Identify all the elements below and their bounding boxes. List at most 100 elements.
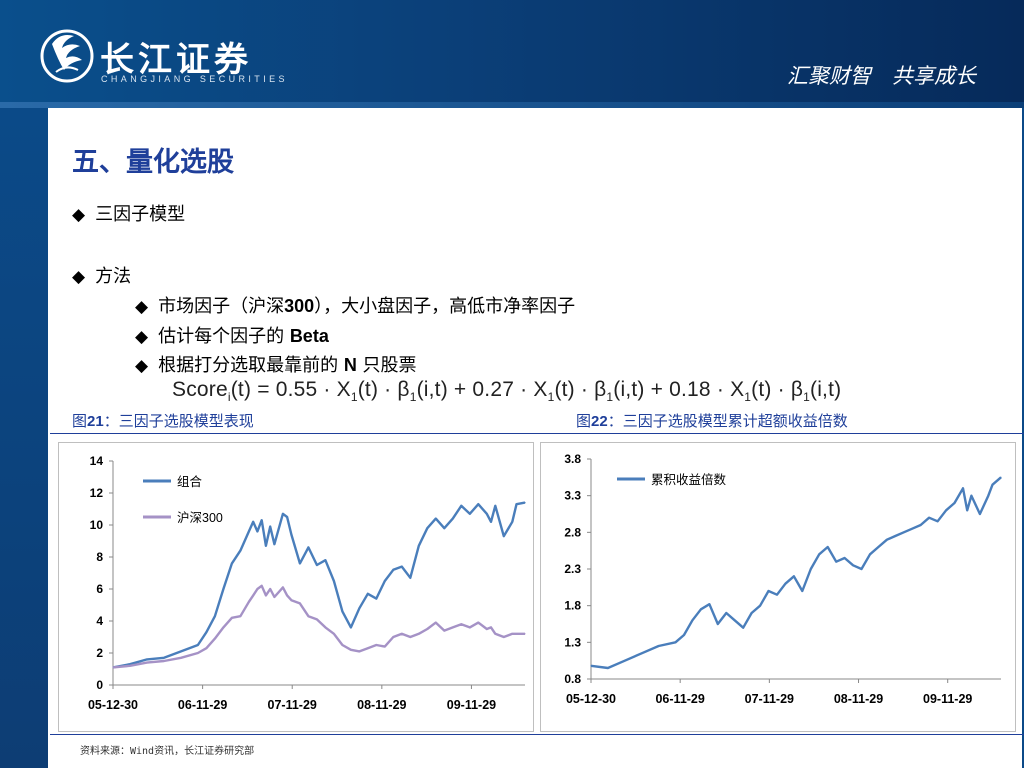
series-2-point (286, 594, 288, 596)
series-1-point (282, 513, 284, 515)
diamond-bullet-icon: ◆ (72, 205, 86, 225)
series-1-point (401, 566, 403, 568)
series-1-point (205, 631, 207, 633)
bullet-method: ◆ 方法 (72, 262, 131, 288)
series-2-point (341, 644, 343, 646)
series-2-point (146, 662, 148, 664)
series-1-point (945, 509, 947, 511)
series-1-point (877, 546, 879, 548)
series-2-point (252, 594, 254, 596)
formula-t1-mid: (t) · β (357, 378, 410, 401)
series-1-point (269, 526, 271, 528)
formula-lhs: Score (172, 378, 228, 401)
series-1-point (146, 658, 148, 660)
legend-label: 沪深300 (177, 511, 223, 525)
y-tick-label: 12 (90, 486, 104, 500)
series-2-point (248, 601, 250, 603)
chart-21: 0 2 4 6 8 10 12 14 05-12-30 06-11-29 07-11-29 08-11… (88, 454, 526, 712)
series-2-point (503, 636, 505, 638)
series-2-point (324, 626, 326, 628)
series-1-point (435, 518, 437, 520)
series-1-point (409, 577, 411, 579)
series-1-point (256, 530, 258, 532)
series-2-point (197, 652, 199, 654)
series-1-point (979, 513, 981, 515)
series-1-point (524, 502, 526, 504)
series-1-point (886, 539, 888, 541)
slogan: 汇聚财智 共享成长 (787, 64, 976, 88)
sub-bullet-beta-text-a: 估计每个因子的 (158, 326, 290, 347)
figure-21-caption: 图21：三因子选股模型表现 (72, 410, 254, 431)
formula-t2-end: (i,t) + 0.18 · X (613, 378, 745, 401)
series-2-point (180, 657, 182, 659)
sub-bullet-topn-text-b: N (343, 355, 357, 375)
series-1-point (367, 593, 369, 595)
series-1-point (962, 487, 964, 489)
series-1-point (324, 559, 326, 561)
diamond-bullet-icon: ◆ (135, 356, 149, 376)
series-2-point (231, 617, 233, 619)
series-1-point (674, 641, 677, 643)
series-line-2 (112, 584, 525, 669)
bullet-method-text: 方法 (95, 266, 132, 287)
series-1-point (358, 607, 360, 609)
sub-bullet-factors: ◆ 市场因子（沪深300），大小盘因子，高低市净率因子 (135, 292, 575, 318)
y-tick-label: 0.8 (564, 672, 581, 686)
series-1-point (239, 550, 241, 552)
x-tick-label: 08-11-29 (834, 692, 883, 706)
series-1-point (350, 626, 352, 628)
series-1-point (299, 562, 301, 564)
footer-rule (50, 734, 1024, 735)
series-1-point (477, 503, 479, 505)
series-2-point (401, 633, 403, 635)
y-tick-label: 2 (96, 646, 103, 660)
series-2-point (511, 633, 513, 635)
formula-t1-end: (i,t) + 0.27 · X (416, 378, 548, 401)
series-1-point (860, 568, 863, 570)
series-2-point (265, 594, 267, 596)
chart-22-frame: 0.8 1.3 1.8 2.3 2.8 3.3 3.8 05-12-30 06-11-29 07-… (540, 442, 1016, 732)
sub-bullet-factors-text-c: ），大小盘因子，高低市净率因子 (314, 296, 576, 317)
formula-t1-bsub: 1 (409, 390, 417, 405)
series-1-point (426, 527, 428, 529)
fig22-prefix: 图 (576, 412, 592, 430)
formula-t3-mid: (t) · β (751, 378, 804, 401)
series-1-point (928, 517, 930, 519)
header-banner: 长江证券 CHANGJIANG SECURITIES 汇聚财智 共享成长 (0, 0, 1024, 108)
series-1-point (341, 610, 343, 612)
series-line-1 (112, 501, 526, 669)
series-1-point (725, 612, 727, 614)
series-2-point (273, 596, 275, 598)
series-2-point (418, 633, 420, 635)
series-1-point (222, 588, 224, 590)
figure-22-caption: 图22：三因子选股模型累计超额收益倍数 (576, 410, 848, 431)
series-2-point (469, 626, 471, 628)
series-1-point (991, 484, 994, 486)
logo-english-name: CHANGJIANG SECURITIES (101, 74, 288, 84)
series-2-point (269, 588, 271, 590)
series-1-point (708, 603, 710, 605)
series-line-1 (590, 476, 1002, 670)
formula-t1-sub: 1 (350, 390, 358, 405)
y-tick-label: 8 (96, 550, 103, 564)
series-2-point (307, 615, 309, 617)
series-1-point (953, 502, 956, 504)
fig21-prefix: 图 (72, 412, 88, 430)
series-1-point (784, 583, 786, 585)
series-1-point (869, 553, 871, 555)
y-tick-label: 2.8 (564, 525, 581, 539)
series-1-point (759, 605, 761, 607)
series-2-point (490, 626, 492, 628)
series-1-point (641, 652, 643, 654)
series-1-point (486, 513, 488, 515)
y-tick-label: 10 (90, 518, 104, 532)
x-tick-label: 06-11-29 (655, 692, 704, 706)
series-2-point (460, 623, 462, 625)
series-2-point (214, 638, 216, 640)
diamond-bullet-icon: ◆ (72, 267, 86, 287)
series-1-point (265, 545, 267, 547)
series-1-point (903, 531, 905, 533)
legend-label: 累积收益倍数 (651, 472, 727, 487)
caption-rule (50, 433, 1024, 434)
series-2-point (409, 636, 411, 638)
